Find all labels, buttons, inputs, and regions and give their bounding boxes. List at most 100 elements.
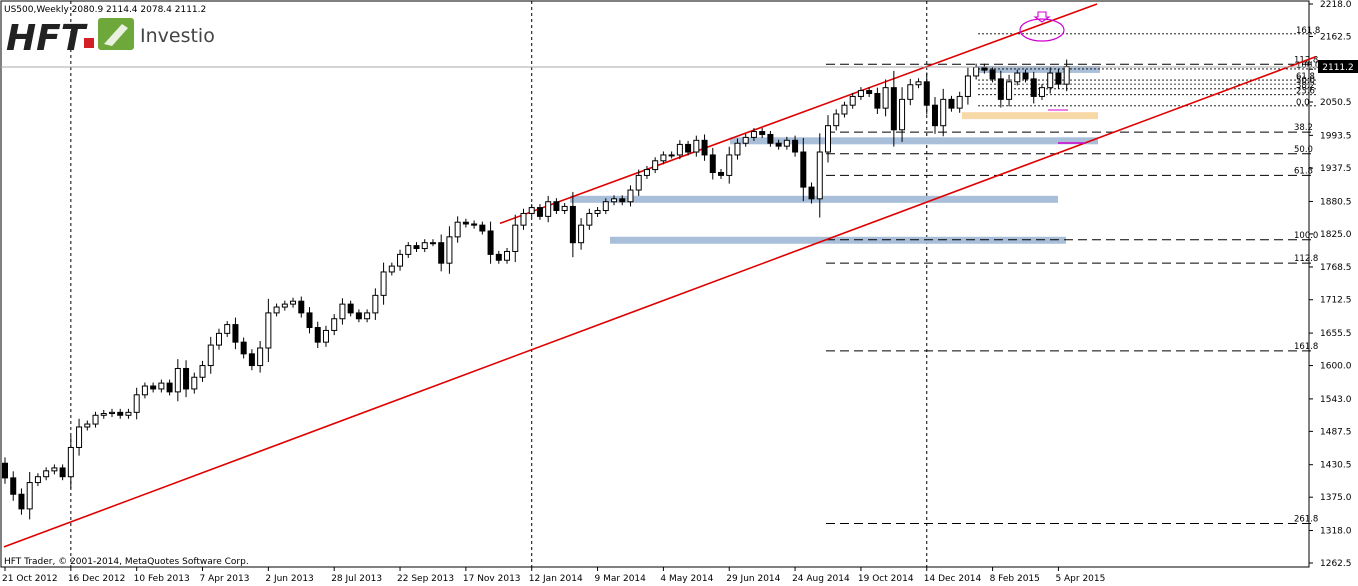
candle-bear [931, 104, 938, 127]
candle-bull [76, 426, 83, 448]
y-tick-label: 1262.5 [1320, 559, 1352, 569]
arrow-down-icon [1033, 11, 1051, 23]
candle-bull [915, 81, 922, 86]
candle-bull [693, 139, 700, 153]
fib-level-label: 61.8 [1294, 166, 1313, 176]
fib-small-label: 23.6 [1296, 87, 1315, 97]
time-axis[interactable]: 21 Oct 2012 16 Dec 2012 10 Feb 2013 7 Apr 2… [2, 567, 1105, 584]
candle-bull [783, 139, 790, 147]
candle-bull [956, 95, 963, 109]
candle-bear [948, 98, 955, 109]
candle-bear [479, 224, 486, 232]
candle-bear [117, 411, 124, 416]
channel-line[interactable] [499, 3, 1098, 225]
candle-bull [364, 312, 371, 320]
candle-bull [322, 329, 329, 343]
candle-bear [248, 353, 255, 367]
zone-band [570, 195, 1058, 203]
candle-bull [92, 414, 99, 425]
candle-bull [331, 318, 338, 331]
candle-bull [429, 242, 436, 245]
fib-small-label: 0.0 [1296, 98, 1310, 108]
zone-band [975, 65, 1100, 73]
fib-level-label: 50.0 [1294, 145, 1313, 155]
candle-bull [43, 470, 50, 478]
candle-bull [199, 365, 206, 378]
candle-bull [67, 446, 74, 478]
y-tick-label: 1600.0 [1320, 362, 1352, 372]
candlesticks [2, 59, 1070, 520]
candle-bear [874, 93, 881, 109]
candle-bear [298, 300, 305, 314]
candle-bull [849, 95, 856, 106]
candle-bull [446, 236, 453, 264]
fib-level-label: 38.2 [1294, 123, 1313, 133]
candle-bull [372, 294, 379, 314]
candle-bull [907, 84, 914, 100]
target-annotation[interactable] [1019, 11, 1086, 144]
candle-bear [232, 324, 239, 343]
candle-bear [487, 230, 494, 255]
candle-bull [26, 482, 33, 510]
y-tick-label: 1375.0 [1320, 493, 1352, 503]
candle-bull [578, 224, 585, 244]
y-tick-label: 2162.5 [1320, 32, 1352, 42]
candle-bear [462, 221, 469, 225]
fib-small-label: 100.0 [1296, 61, 1320, 71]
x-tick-label: 22 Sep 2013 [397, 574, 454, 584]
candle-bull [174, 367, 181, 393]
support-resistance-zones [570, 65, 1100, 244]
y-tick-label: 1937.5 [1320, 164, 1352, 174]
y-tick-label: 1993.5 [1320, 131, 1352, 141]
zone-band [610, 236, 1066, 244]
candle-bull [660, 154, 667, 162]
zone-band [730, 137, 1098, 145]
logo-brand: HFT [6, 18, 88, 59]
candle-bear [240, 341, 247, 355]
candle-bull [1047, 72, 1054, 89]
trend-channel[interactable] [3, 3, 1317, 548]
candle-bear [2, 462, 8, 479]
candle-bull [611, 198, 618, 203]
candle-bear [997, 78, 1004, 100]
x-tick-label: 19 Oct 2014 [858, 574, 914, 584]
candle-bear [150, 385, 157, 390]
candle-bull [133, 394, 140, 413]
candle-bull [1014, 72, 1021, 83]
candle-bull [380, 271, 387, 296]
candle-bear [569, 205, 576, 244]
candle-bear [10, 477, 17, 495]
y-tick-label: 1655.5 [1320, 329, 1352, 339]
x-tick-label: 24 Aug 2014 [792, 574, 850, 584]
candle-bear [166, 382, 173, 393]
period-separators [70, 1, 928, 567]
current-price-label: 2111.2 [1322, 63, 1354, 73]
candle-bear [981, 66, 988, 71]
candle-bull [421, 242, 428, 250]
y-tick-label: 1543.0 [1320, 395, 1352, 405]
y-tick-label: 1430.5 [1320, 461, 1352, 471]
x-tick-label: 14 Dec 2014 [924, 574, 982, 584]
candle-bull [742, 136, 749, 144]
candle-bull [84, 423, 91, 428]
candle-bull [273, 306, 280, 314]
channel-line[interactable] [3, 55, 1317, 548]
candle-bull [833, 113, 840, 127]
candle-bull [520, 212, 527, 226]
candle-bull [207, 344, 214, 367]
fib-level-label: 261.8 [1294, 515, 1318, 525]
candle-bear [536, 207, 543, 217]
fib-small-label: 161.8 [1296, 26, 1320, 36]
candle-bear [1055, 72, 1062, 85]
candle-bull [561, 205, 568, 212]
candle-bull [191, 376, 198, 390]
candle-bear [685, 143, 692, 153]
symbol-info: US500,Weekly 2080.9 2114.4 2078.4 2111.2 [4, 5, 206, 15]
current-price-box [1318, 60, 1358, 73]
fib-small-label: 61.8 [1296, 72, 1315, 82]
candle-bull [643, 169, 650, 176]
logo-swoosh-icon [104, 24, 128, 46]
candle-bull [51, 467, 58, 472]
